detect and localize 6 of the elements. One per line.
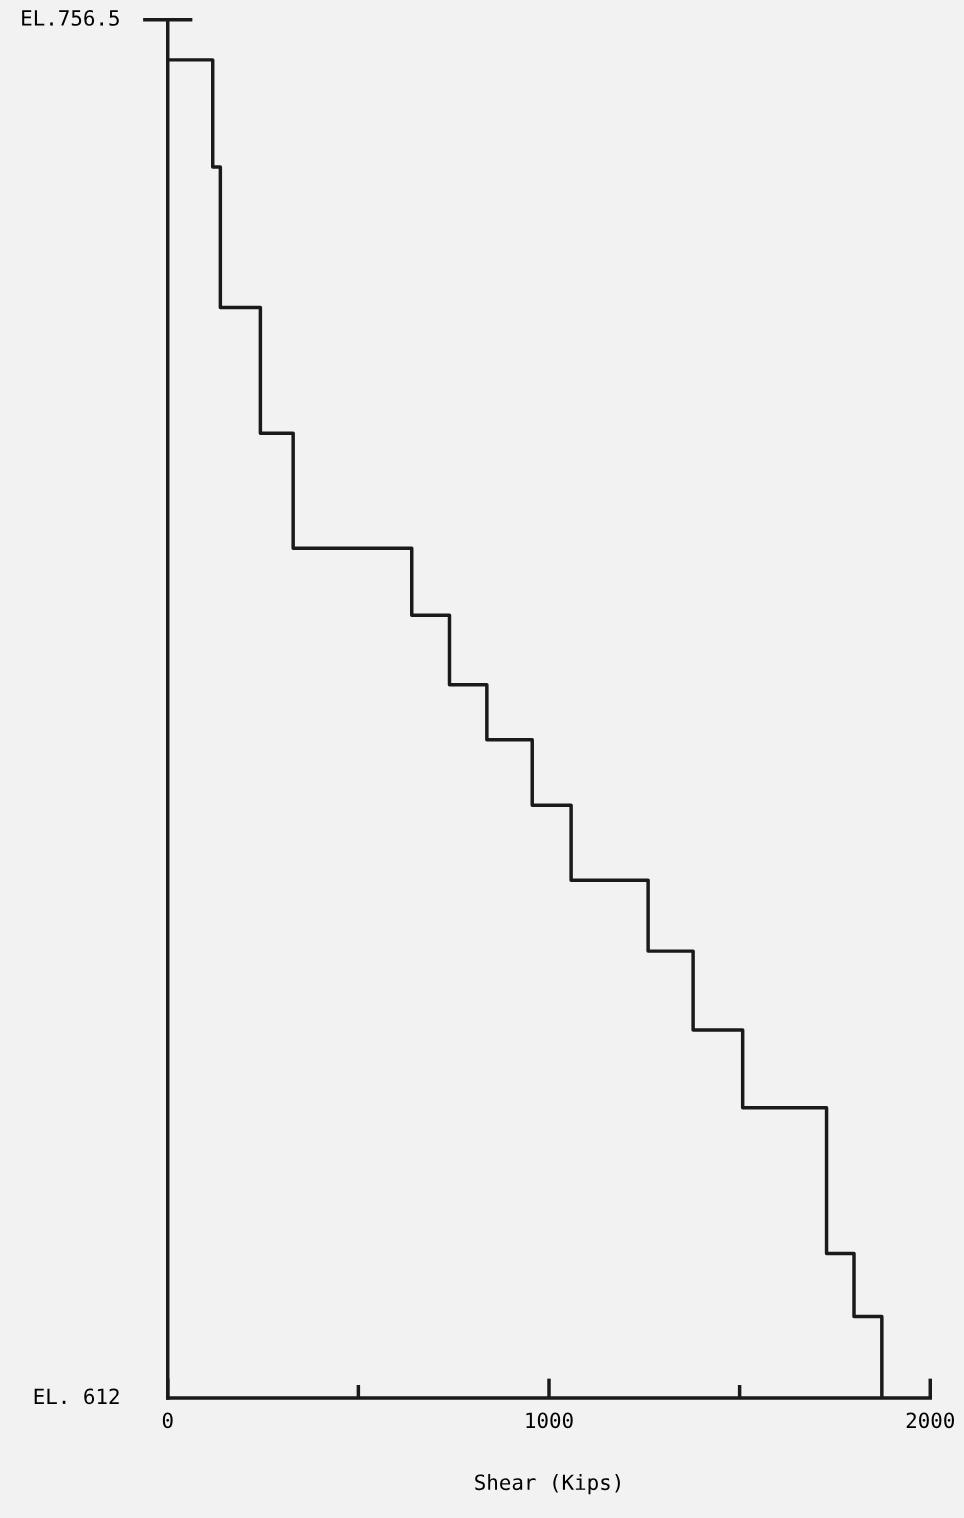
x-tick-label: 2000	[906, 1412, 954, 1429]
x-tick-label: 1000	[526, 1412, 573, 1429]
text: EL.756.5	[22, 10, 119, 26]
text: EL. 612	[34, 1388, 119, 1405]
x-axis-title: Shear (Kips)	[475, 1474, 620, 1495]
x-tick-label: 0	[162, 1412, 173, 1429]
